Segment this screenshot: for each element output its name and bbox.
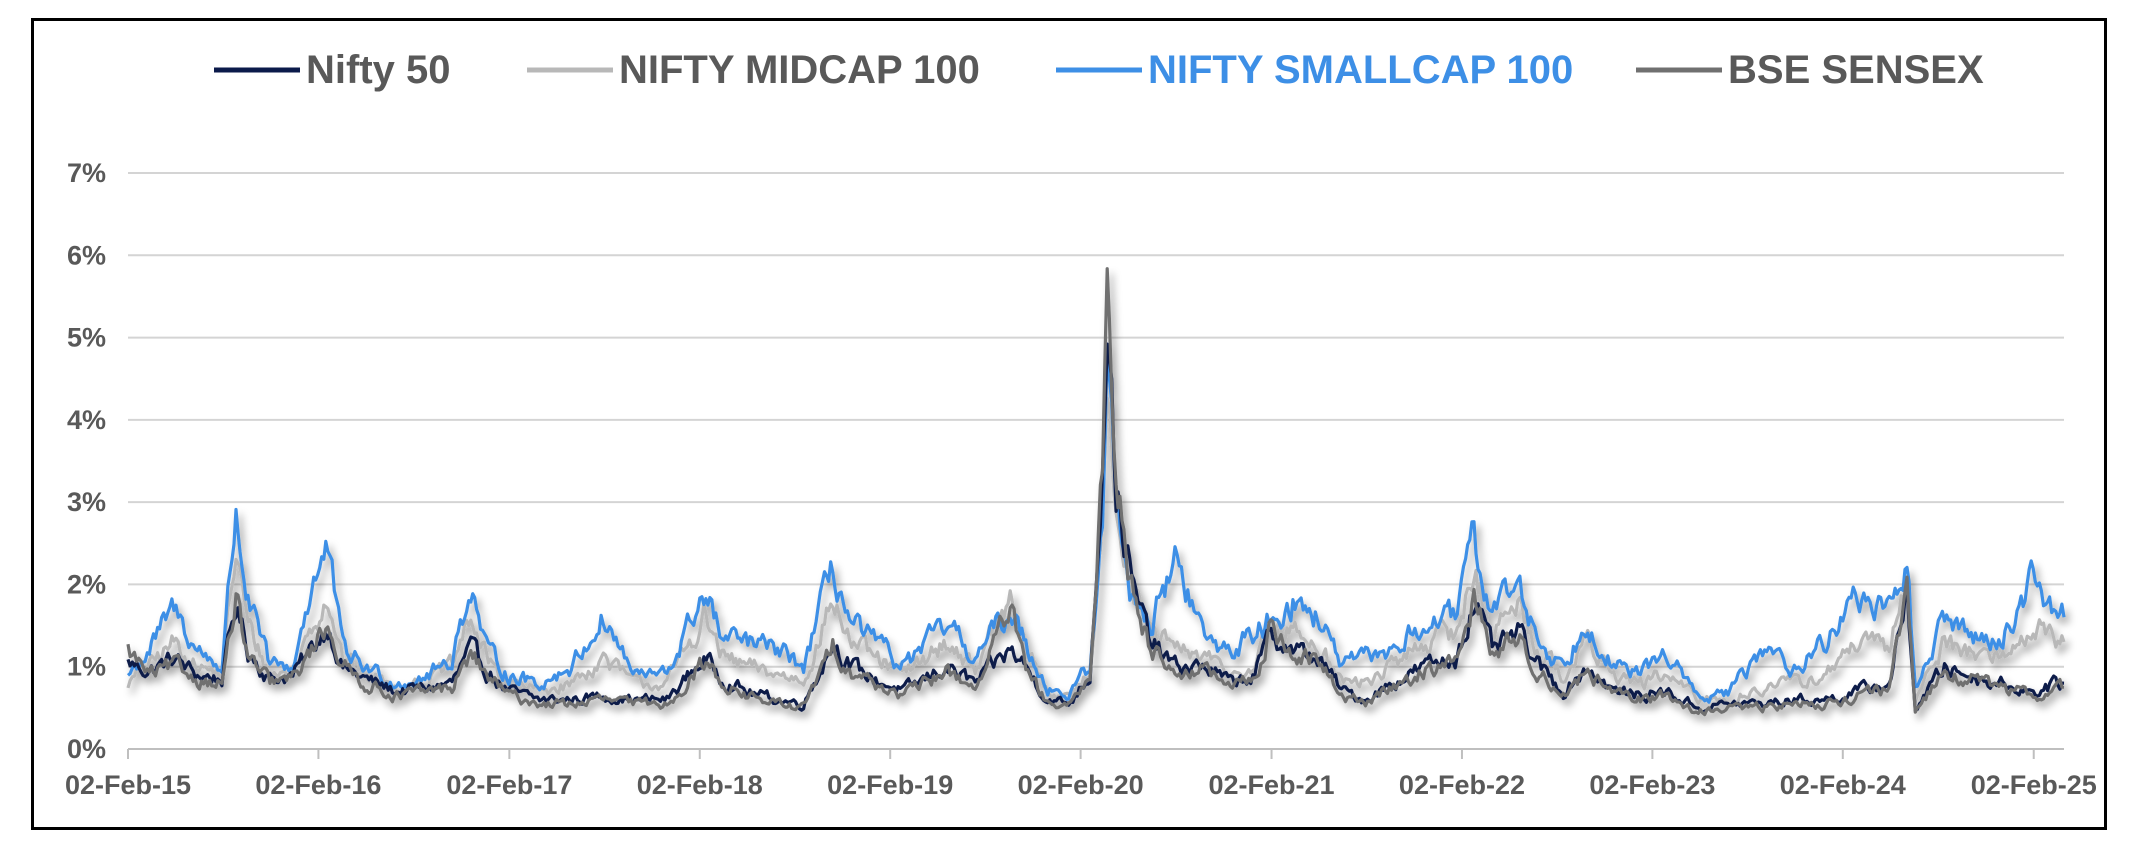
- y-tick-label: 3%: [67, 487, 106, 517]
- legend-label-nifty-midcap-100: NIFTY MIDCAP 100: [619, 48, 980, 92]
- line-chart: Nifty 50 NIFTY MIDCAP 100 NIFTY SMALLCAP 1…: [65, 48, 2097, 800]
- x-tick-label: 02-Feb-24: [1780, 770, 1906, 800]
- x-tick-label: 02-Feb-16: [255, 770, 381, 800]
- x-tick-label: 02-Feb-18: [637, 770, 763, 800]
- series-layer: [126, 267, 2066, 717]
- y-axis: 0% 1% 2% 3% 4% 5% 6% 7%: [67, 158, 106, 764]
- x-tick-label: 02-Feb-20: [1018, 770, 1144, 800]
- y-tick-label: 4%: [67, 405, 106, 435]
- y-tick-label: 7%: [67, 158, 106, 188]
- x-tick-label: 02-Feb-15: [65, 770, 191, 800]
- y-tick-label: 2%: [67, 569, 106, 599]
- series-line-nifty-50: [126, 342, 2065, 714]
- series-line-nifty-midcap-100: [126, 396, 2066, 707]
- x-tick-label: 02-Feb-19: [827, 770, 953, 800]
- legend-label-nifty-smallcap-100: NIFTY SMALLCAP 100: [1148, 48, 1573, 92]
- series-line-nifty-smallcap-100: [126, 342, 2066, 704]
- y-tick-label: 1%: [67, 652, 106, 682]
- x-tick-label: 02-Feb-17: [446, 770, 572, 800]
- x-tick-label: 02-Feb-21: [1209, 770, 1335, 800]
- chart-frame: Nifty 50 NIFTY MIDCAP 100 NIFTY SMALLCAP 1…: [31, 18, 2107, 830]
- y-tick-label: 5%: [67, 323, 106, 353]
- y-tick-label: 6%: [67, 240, 106, 270]
- x-tick-label: 02-Feb-22: [1399, 770, 1525, 800]
- x-axis: 02-Feb-15 02-Feb-16 02-Feb-17 02-Feb-18 02-F…: [65, 748, 2097, 800]
- x-tick-label: 02-Feb-23: [1589, 770, 1715, 800]
- chart-legend: Nifty 50 NIFTY MIDCAP 100 NIFTY SMALLCAP 1…: [214, 48, 1984, 92]
- legend-label-bse-sensex: BSE SENSEX: [1728, 48, 1984, 92]
- series-line-bse-sensex: [126, 267, 2065, 717]
- y-tick-label: 0%: [67, 734, 106, 764]
- x-tick-label: 02-Feb-25: [1971, 770, 2097, 800]
- legend-label-nifty-50: Nifty 50: [306, 48, 451, 92]
